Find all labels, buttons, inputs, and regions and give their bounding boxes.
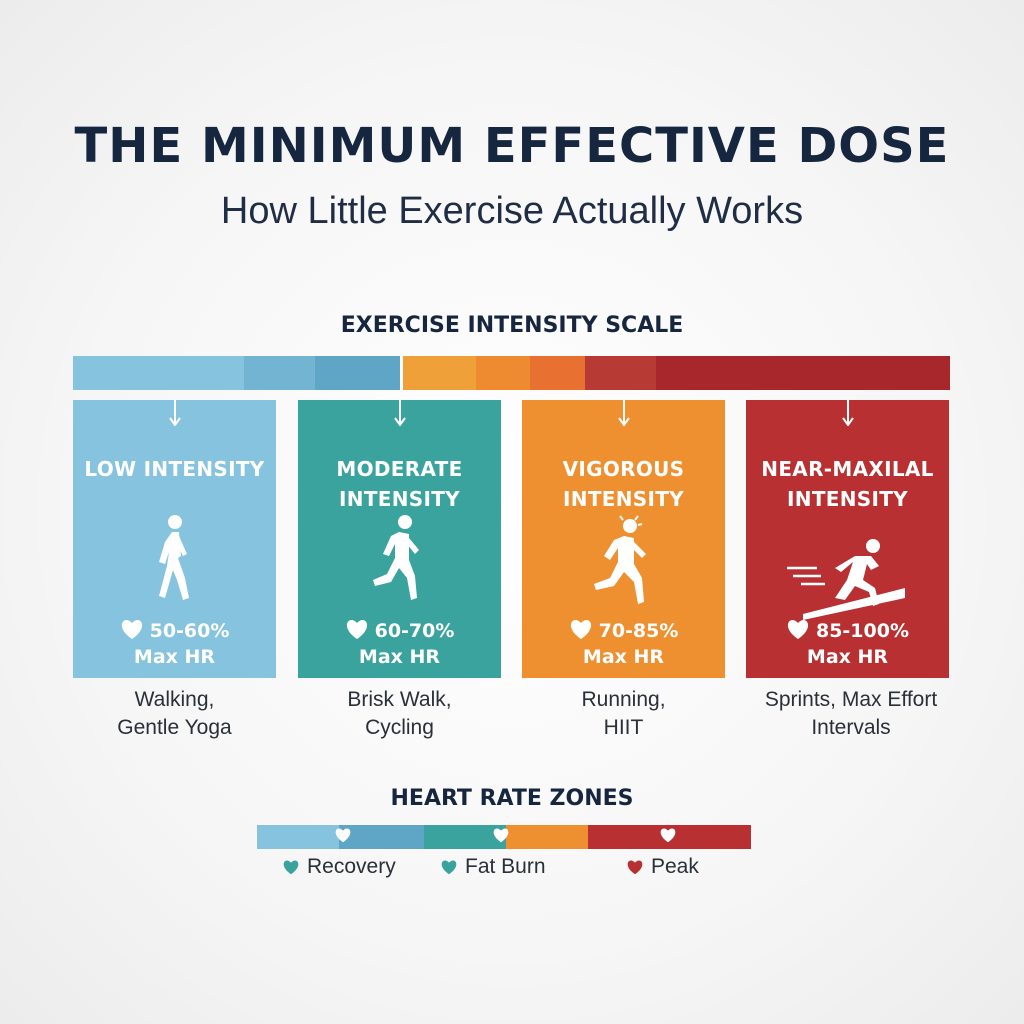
intensity-scale-title: EXERCISE INTENSITY SCALE: [340, 313, 684, 338]
card-title: VIGOROUS INTENSITY: [562, 457, 685, 511]
jogging-person-icon: [372, 515, 419, 600]
sprinting-person-icon: [786, 539, 905, 620]
legend-label: Recovery: [307, 855, 396, 878]
running-person-icon: [593, 515, 646, 604]
scale-segment: [399, 356, 476, 390]
heart-icon: [570, 620, 591, 639]
zone-segment: [257, 825, 339, 849]
heart-icon: [335, 828, 351, 843]
legend-peak: Peak: [626, 855, 699, 879]
card-near-maximal-intensity: NEAR-MAXILAL INTENSITY 85-100% Max HR: [746, 400, 949, 678]
hr-unit: Max HR: [582, 646, 665, 668]
scale-segment: [655, 356, 950, 390]
scale-segment: [73, 356, 245, 390]
down-arrow-icon: [393, 400, 406, 426]
page-title: THE MINIMUM EFFECTIVE DOSE: [74, 118, 950, 174]
activity-line: Running,: [581, 688, 666, 711]
hr-range: 50-60%: [149, 620, 230, 642]
scale-segment: [315, 356, 400, 390]
legend-label: Fat Burn: [465, 855, 546, 878]
intensity-scale-bar: [73, 356, 950, 390]
activity-line: Gentle Yoga: [117, 716, 232, 739]
scale-segment: [530, 356, 586, 390]
heart-icon: [493, 828, 509, 843]
heart-icon: [441, 860, 457, 875]
legend-label: Peak: [651, 855, 699, 878]
card-title: LOW INTENSITY: [84, 457, 265, 481]
activities-vigorous: Running, HIIT: [522, 686, 725, 742]
heart-icon: [346, 620, 367, 639]
heart-icon: [283, 860, 299, 875]
hr-range: 85-100%: [815, 620, 910, 642]
card-moderate-intensity: MODERATE INTENSITY 60-70% Max HR: [298, 400, 501, 678]
heart-rate-zones-bar: [257, 825, 751, 849]
heart-rate-zones-title: HEART RATE ZONES: [390, 786, 634, 811]
heart-icon: [787, 620, 809, 639]
down-arrow-icon: [168, 400, 181, 426]
legend-recovery: Recovery: [282, 855, 396, 879]
activity-line: Walking,: [134, 688, 215, 711]
heart-icon: [660, 828, 676, 843]
scale-segment: [244, 356, 316, 390]
hr-unit: Max HR: [358, 646, 441, 668]
down-arrow-icon: [841, 400, 854, 426]
card-title: NEAR-MAXILAL INTENSITY: [761, 457, 934, 511]
card-title: MODERATE INTENSITY: [336, 457, 463, 511]
hr-unit: Max HR: [806, 646, 889, 668]
activities-near-maximal: Sprints, Max Effort Intervals: [746, 686, 956, 742]
zone-segment: [424, 825, 506, 849]
hr-range: 70-85%: [598, 620, 679, 642]
page-subtitle: How Little Exercise Actually Works: [220, 190, 804, 232]
scale-segment: [475, 356, 531, 390]
activities-low: Walking, Gentle Yoga: [73, 686, 276, 742]
card-vigorous-intensity: VIGOROUS INTENSITY 70-85% Max HR: [522, 400, 725, 678]
activity-line: Cycling: [365, 716, 434, 739]
activity-line: Intervals: [811, 716, 891, 739]
heart-icon: [627, 860, 643, 875]
scale-segment: [585, 356, 656, 390]
zone-segment: [339, 825, 424, 849]
activity-line: HIIT: [603, 716, 644, 739]
legend-fat-burn: Fat Burn: [440, 855, 546, 879]
down-arrow-icon: [617, 400, 630, 426]
card-low-intensity: LOW INTENSITY 50-60% Max HR: [73, 400, 276, 678]
zone-segment: [506, 825, 588, 849]
activity-line: Brisk Walk,: [347, 688, 452, 711]
hr-range: 60-70%: [374, 620, 455, 642]
walking-person-icon: [158, 515, 189, 600]
heart-icon: [121, 620, 142, 639]
hr-unit: Max HR: [133, 646, 216, 668]
activity-line: Sprints, Max Effort: [764, 688, 938, 711]
activities-moderate: Brisk Walk, Cycling: [298, 686, 501, 742]
